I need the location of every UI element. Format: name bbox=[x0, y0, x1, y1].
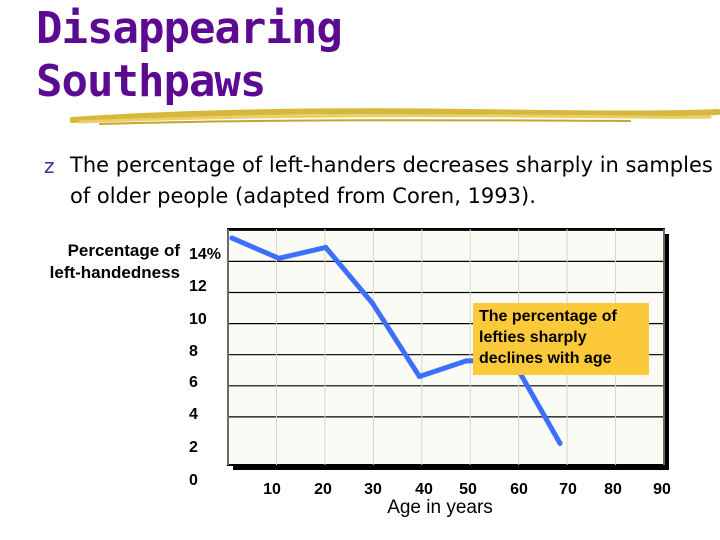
y-tick-label: 8 bbox=[189, 343, 198, 360]
y-tick-label: 2 bbox=[189, 439, 198, 456]
annotation-box: The percentage of lefties sharply declin… bbox=[473, 303, 649, 375]
x-tick-label: 70 bbox=[559, 481, 577, 498]
y-tick-label: 4 bbox=[189, 406, 198, 423]
x-tick-label: 80 bbox=[604, 481, 622, 498]
data-point bbox=[323, 244, 329, 250]
data-point bbox=[370, 300, 376, 306]
x-axis-label: Age in years bbox=[387, 497, 493, 518]
title-line-2: Southpaws bbox=[36, 56, 266, 107]
data-point bbox=[416, 373, 422, 379]
data-point bbox=[276, 255, 282, 261]
x-tick-label: 60 bbox=[510, 481, 528, 498]
y-tick-label: 0 bbox=[189, 472, 198, 489]
title-underline bbox=[70, 108, 720, 125]
x-tick-label: 90 bbox=[653, 481, 671, 498]
x-tick-label: 40 bbox=[415, 481, 433, 498]
data-point bbox=[229, 235, 235, 241]
x-tick-label: 10 bbox=[263, 481, 281, 498]
slide-title: Disappearing Southpaws bbox=[36, 2, 343, 108]
y-axis-label-line-2: left-handedness bbox=[49, 263, 180, 282]
data-point bbox=[557, 440, 563, 446]
x-tick-label: 20 bbox=[314, 481, 332, 498]
data-point bbox=[463, 358, 469, 364]
x-tick-label: 50 bbox=[459, 481, 477, 498]
y-axis-label: Percentage of left-handedness bbox=[20, 240, 180, 284]
y-tick-label: 10 bbox=[189, 311, 207, 328]
y-tick-label: 14% bbox=[189, 246, 221, 263]
z-bullet-icon: z bbox=[44, 154, 55, 178]
title-line-1: Disappearing bbox=[36, 3, 343, 54]
x-tick-label: 30 bbox=[364, 481, 382, 498]
y-tick-label: 6 bbox=[189, 374, 198, 391]
y-axis-label-line-1: Percentage of bbox=[67, 241, 180, 260]
bullet-text: The percentage of left-handers decreases… bbox=[70, 153, 713, 208]
y-tick-label: 12 bbox=[189, 278, 207, 295]
